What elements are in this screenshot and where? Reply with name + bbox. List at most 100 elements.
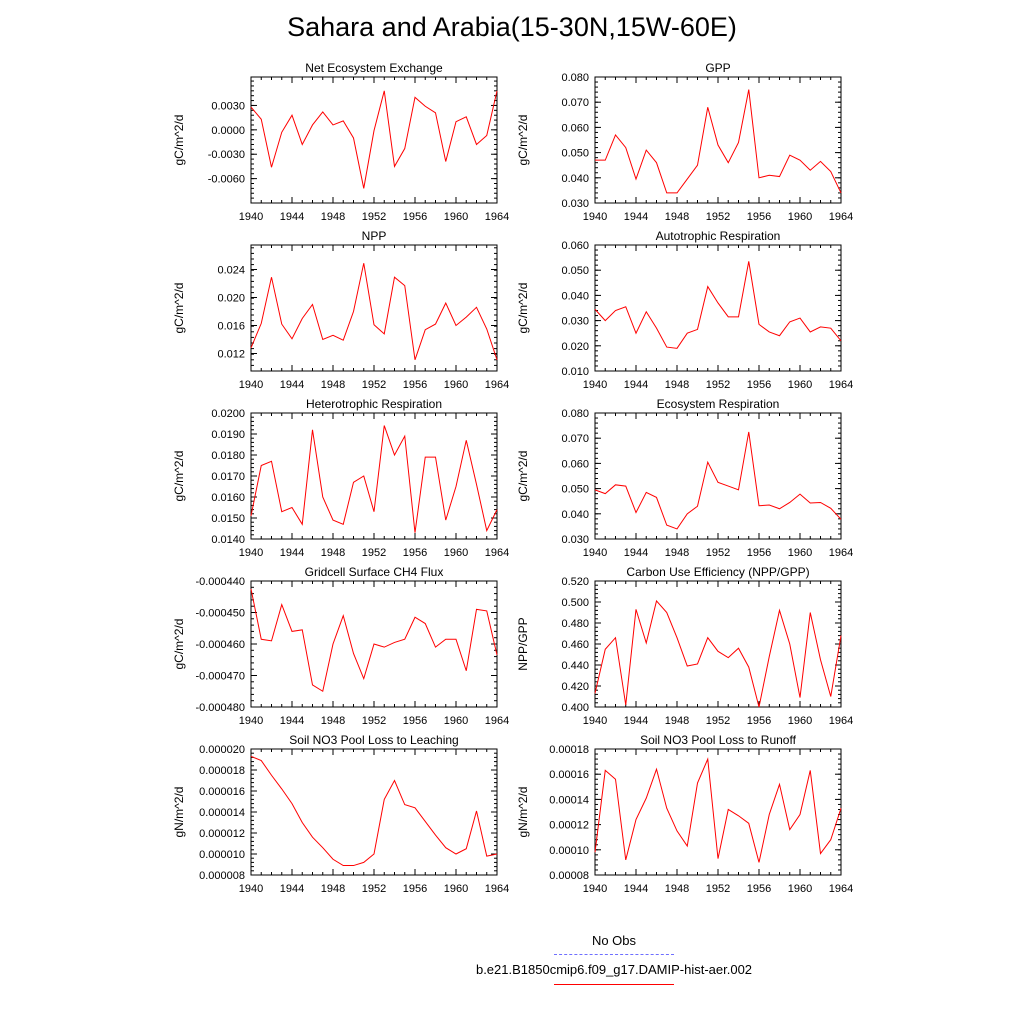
x-tick-label: 1960 (444, 883, 468, 895)
x-tick-label: 1952 (706, 715, 730, 727)
panel-1: Net Ecosystem Exchange gC/m^2/d 1940 1944 19… (172, 61, 509, 223)
series-line (594, 261, 842, 349)
y-tick-label: 0.040 (561, 509, 589, 521)
series-line (594, 757, 842, 863)
x-tick-label: 1944 (280, 883, 304, 895)
y-tick-label: 0.040 (561, 173, 589, 185)
x-tick-label: 1964 (485, 715, 509, 727)
legend-line-obs (554, 954, 674, 955)
series-line (250, 588, 498, 693)
plot-frame (594, 76, 842, 204)
x-tick-label: 1960 (788, 547, 812, 559)
y-tick-label: 0.00016 (549, 769, 589, 781)
y-axis-label: gC/m^2/d (516, 283, 530, 334)
y-tick-label: 0.020 (217, 293, 245, 305)
x-tick-label: 1956 (747, 883, 771, 895)
y-tick-label: 0.080 (561, 408, 589, 420)
x-tick-label: 1956 (403, 211, 427, 223)
y-axis-label: gC/m^2/d (172, 451, 186, 502)
series-line (594, 599, 842, 708)
y-tick-label: 0.0000 (211, 125, 245, 137)
x-tick-label: 1964 (829, 883, 853, 895)
y-tick-label: 0.080 (561, 72, 589, 84)
x-tick-label: 1940 (239, 715, 263, 727)
y-tick-label: 0.040 (561, 290, 589, 302)
x-tick-label: 1940 (239, 547, 263, 559)
x-tick-label: 1960 (444, 379, 468, 391)
y-tick-label: 0.00018 (549, 744, 589, 756)
y-tick-label: 0.0150 (211, 513, 245, 525)
x-tick-label: 1964 (829, 715, 853, 727)
x-tick-label: 1952 (706, 211, 730, 223)
x-tick-label: 1940 (583, 547, 607, 559)
y-tick-label: 0.00008 (549, 870, 589, 882)
y-tick-label: 0.000008 (199, 870, 245, 882)
y-tick-label: 0.0180 (211, 450, 245, 462)
x-tick-label: 1960 (444, 547, 468, 559)
y-tick-label: 0.480 (561, 618, 589, 630)
legend-label-obs: No Obs (591, 933, 637, 948)
x-tick-label: 1940 (583, 211, 607, 223)
y-tick-label: -0.000470 (195, 671, 245, 683)
x-tick-label: 1960 (788, 883, 812, 895)
x-tick-label: 1952 (706, 883, 730, 895)
panel-5: Heterotrophic Respiration gC/m^2/d 1940 194… (172, 397, 509, 559)
y-tick-label: 0.060 (561, 240, 589, 252)
x-tick-label: 1944 (280, 379, 304, 391)
panel-4: Autotrophic Respiration gC/m^2/d 1940 1944 1… (516, 229, 853, 391)
y-tick-label: 0.010 (561, 366, 589, 378)
x-tick-label: 1956 (403, 379, 427, 391)
y-tick-label: 0.000016 (199, 786, 245, 798)
y-tick-label: 0.00010 (549, 845, 589, 857)
y-tick-label: 0.440 (561, 660, 589, 672)
x-tick-label: 1940 (239, 379, 263, 391)
x-tick-label: 1960 (788, 211, 812, 223)
panel-6: Ecosystem Respiration gC/m^2/d 1940 1944 194… (516, 397, 853, 559)
x-tick-label: 1956 (403, 883, 427, 895)
panel-2: GPP gC/m^2/d 1940 1944 1948 1952 1956 1960 1964 0… (516, 61, 853, 223)
x-tick-label: 1960 (788, 715, 812, 727)
y-tick-label: 0.070 (561, 433, 589, 445)
x-tick-label: 1952 (706, 547, 730, 559)
x-tick-label: 1960 (444, 211, 468, 223)
x-tick-label: 1952 (362, 883, 386, 895)
y-tick-label: 0.0160 (211, 492, 245, 504)
y-axis-label: NPP/GPP (516, 617, 530, 670)
panel-title: GPP (705, 61, 730, 75)
series-line (595, 89, 842, 194)
y-tick-label: 0.0190 (211, 429, 245, 441)
y-tick-label: 0.00012 (549, 820, 589, 832)
plot-frame (250, 76, 498, 204)
x-tick-label: 1960 (444, 715, 468, 727)
x-tick-label: 1940 (583, 379, 607, 391)
x-tick-label: 1944 (624, 547, 648, 559)
x-tick-label: 1944 (624, 715, 648, 727)
y-tick-label: 0.000012 (199, 828, 245, 840)
x-tick-label: 1944 (624, 211, 648, 223)
x-tick-label: 1964 (485, 211, 509, 223)
x-tick-label: 1952 (362, 379, 386, 391)
y-tick-label: 0.030 (561, 198, 589, 210)
y-tick-label: 0.016 (217, 321, 245, 333)
panel-title: Carbon Use Efficiency (NPP/GPP) (626, 565, 809, 579)
x-tick-label: 1956 (403, 715, 427, 727)
y-tick-label: 0.050 (561, 148, 589, 160)
x-tick-label: 1948 (321, 715, 345, 727)
plot-frame (250, 244, 498, 372)
panel-8: Carbon Use Efficiency (NPP/GPP) NPP/GPP 19… (516, 565, 853, 727)
series-line (250, 263, 498, 360)
x-tick-label: 1948 (321, 211, 345, 223)
x-tick-label: 1948 (321, 379, 345, 391)
x-tick-label: 1948 (321, 883, 345, 895)
y-tick-label: 0.060 (561, 458, 589, 470)
series-line (250, 425, 498, 533)
x-tick-label: 1944 (280, 547, 304, 559)
panel-title: Net Ecosystem Exchange (305, 61, 443, 75)
x-tick-label: 1964 (485, 379, 509, 391)
series-line (250, 755, 498, 867)
y-tick-label: 0.030 (561, 534, 589, 546)
y-tick-label: 0.050 (561, 484, 589, 496)
y-axis-label: gN/m^2/d (172, 787, 186, 838)
panel-title: Soil NO3 Pool Loss to Leaching (289, 733, 458, 747)
panel-title: Gridcell Surface CH4 Flux (305, 565, 444, 579)
